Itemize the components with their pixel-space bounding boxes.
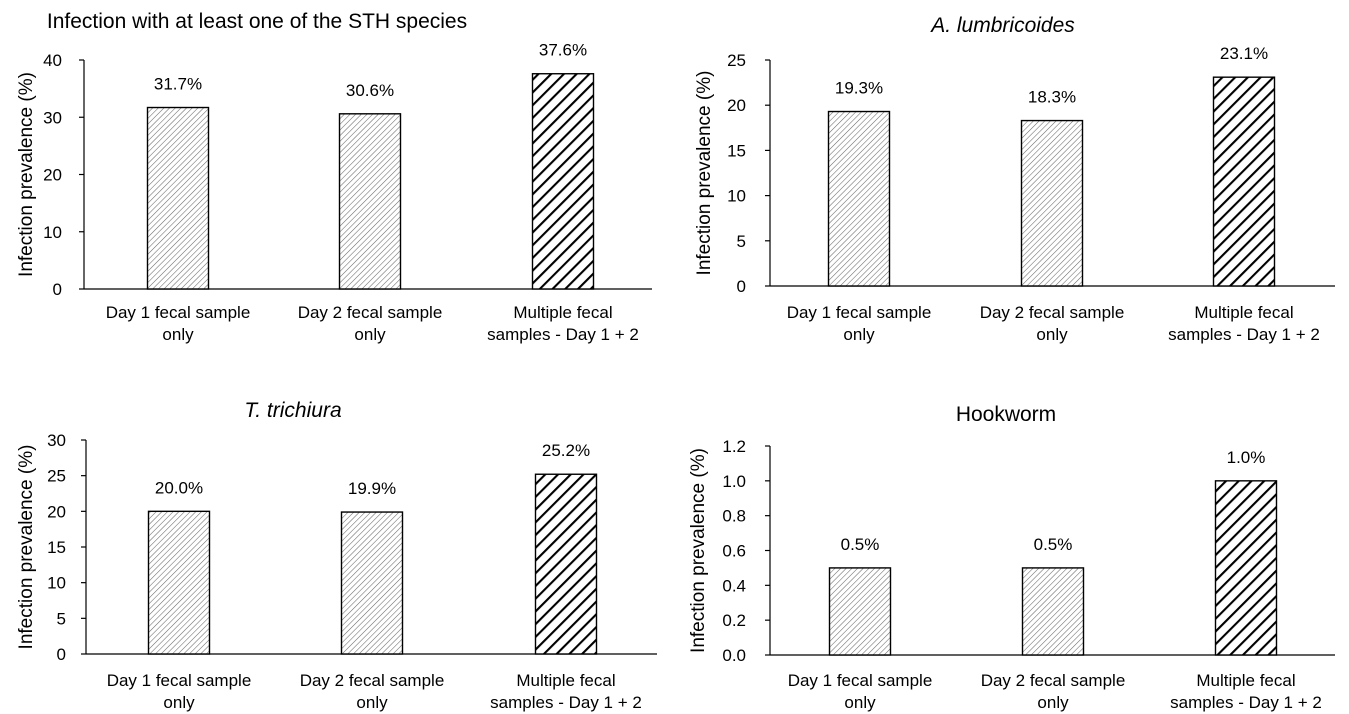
data-label: 20.0% xyxy=(155,478,203,497)
category-label: only xyxy=(843,325,875,344)
data-label: 18.3% xyxy=(1028,88,1076,107)
y-tick-label: 10 xyxy=(43,223,62,242)
category-label: Day 1 fecal sample xyxy=(788,671,933,690)
y-tick-label: 30 xyxy=(43,108,62,127)
category-label: only xyxy=(1036,325,1068,344)
y-tick-label: 5 xyxy=(57,609,66,628)
category-label: samples - Day 1 + 2 xyxy=(490,693,642,712)
category-label: samples - Day 1 + 2 xyxy=(1170,693,1322,712)
y-axis-label: Infection prevalence (%) xyxy=(694,71,715,276)
data-label: 37.6% xyxy=(539,41,587,60)
category-label: Multiple fecal xyxy=(513,303,612,322)
y-tick-label: 20 xyxy=(47,502,66,521)
y-tick-label: 1.0 xyxy=(722,472,746,491)
category-label: Day 1 fecal sample xyxy=(107,671,252,690)
data-label: 19.3% xyxy=(835,79,883,98)
y-tick-label: 15 xyxy=(727,141,746,160)
bar-2 xyxy=(1021,567,1085,656)
y-axis-label: Infection prevalence (%) xyxy=(16,72,37,277)
chart-title: Hookworm xyxy=(956,403,1056,426)
bar-1 xyxy=(828,567,892,656)
y-tick-label: 20 xyxy=(727,96,746,115)
category-label: Multiple fecal xyxy=(516,671,615,690)
chart-panel-2: A. lumbricoides Infection prevalence (%) 0… xyxy=(694,14,1335,344)
category-label: samples - Day 1 + 2 xyxy=(487,325,639,344)
category-label: only xyxy=(356,693,388,712)
category-label: samples - Day 1 + 2 xyxy=(1168,325,1320,344)
y-tick-label: 0.4 xyxy=(722,576,746,595)
data-label: 1.0% xyxy=(1227,448,1266,467)
bar-2 xyxy=(340,511,404,655)
category-label: only xyxy=(354,325,386,344)
chart-panel-4: Hookworm Infection prevalence (%) 0.0 0.2 0.… xyxy=(688,403,1335,712)
chart-title: A. lumbricoides xyxy=(929,14,1075,37)
y-axis-label: Infection prevalence (%) xyxy=(16,445,37,650)
y-tick-label: 0.6 xyxy=(722,542,746,561)
y-tick-label: 0.8 xyxy=(722,507,746,526)
data-label: 31.7% xyxy=(154,75,202,94)
category-label: Day 2 fecal sample xyxy=(300,671,445,690)
y-tick-label: 25 xyxy=(47,467,66,486)
category-label: only xyxy=(844,693,876,712)
y-tick-label: 25 xyxy=(727,51,746,70)
y-axis-label: Infection prevalence (%) xyxy=(688,448,709,653)
y-tick-label: 0.2 xyxy=(722,611,746,630)
y-tick-label: 0 xyxy=(57,645,66,664)
y-tick-label: 40 xyxy=(43,51,62,70)
data-label: 25.2% xyxy=(542,441,590,460)
y-tick-label: 1.2 xyxy=(722,437,746,456)
category-label: Multiple fecal xyxy=(1196,671,1295,690)
y-tick-label: 10 xyxy=(727,187,746,206)
data-label: 30.6% xyxy=(346,81,394,100)
y-tick-label: 30 xyxy=(47,431,66,450)
bar-1 xyxy=(147,510,211,655)
category-label: Day 2 fecal sample xyxy=(980,303,1125,322)
category-label: Day 1 fecal sample xyxy=(787,303,932,322)
y-tick-label: 5 xyxy=(737,232,746,251)
chart-title: Infection with at least one of the STH s… xyxy=(47,10,467,33)
category-label: Day 2 fecal sample xyxy=(981,671,1126,690)
category-label: only xyxy=(1037,693,1069,712)
bar-3 xyxy=(1212,76,1276,287)
y-tick-label: 0 xyxy=(53,280,62,299)
y-tick-label: 10 xyxy=(47,574,66,593)
y-tick-label: 20 xyxy=(43,166,62,185)
chart-panel-1: Infection with at least one of the STH s… xyxy=(16,10,652,344)
bar-3 xyxy=(531,73,595,290)
y-tick-label: 0.0 xyxy=(722,646,746,665)
bar-2 xyxy=(1020,119,1084,287)
bar-3 xyxy=(1214,480,1278,656)
bar-2 xyxy=(338,113,402,290)
category-label: Day 1 fecal sample xyxy=(106,303,251,322)
chart-panel-3: T. trichiura Infection prevalence (%) 0 5 10… xyxy=(16,399,657,712)
data-label: 0.5% xyxy=(841,535,880,554)
chart-title: T. trichiura xyxy=(244,399,341,422)
data-label: 0.5% xyxy=(1034,535,1073,554)
category-label: Multiple fecal xyxy=(1194,303,1293,322)
bar-3 xyxy=(534,473,598,655)
data-label: 19.9% xyxy=(348,479,396,498)
bar-1 xyxy=(827,110,891,287)
data-label: 23.1% xyxy=(1220,44,1268,63)
y-tick-label: 0 xyxy=(737,277,746,296)
y-tick-label: 15 xyxy=(47,538,66,557)
category-label: Day 2 fecal sample xyxy=(298,303,443,322)
category-label: only xyxy=(163,693,195,712)
bar-1 xyxy=(146,106,210,290)
category-label: only xyxy=(162,325,194,344)
